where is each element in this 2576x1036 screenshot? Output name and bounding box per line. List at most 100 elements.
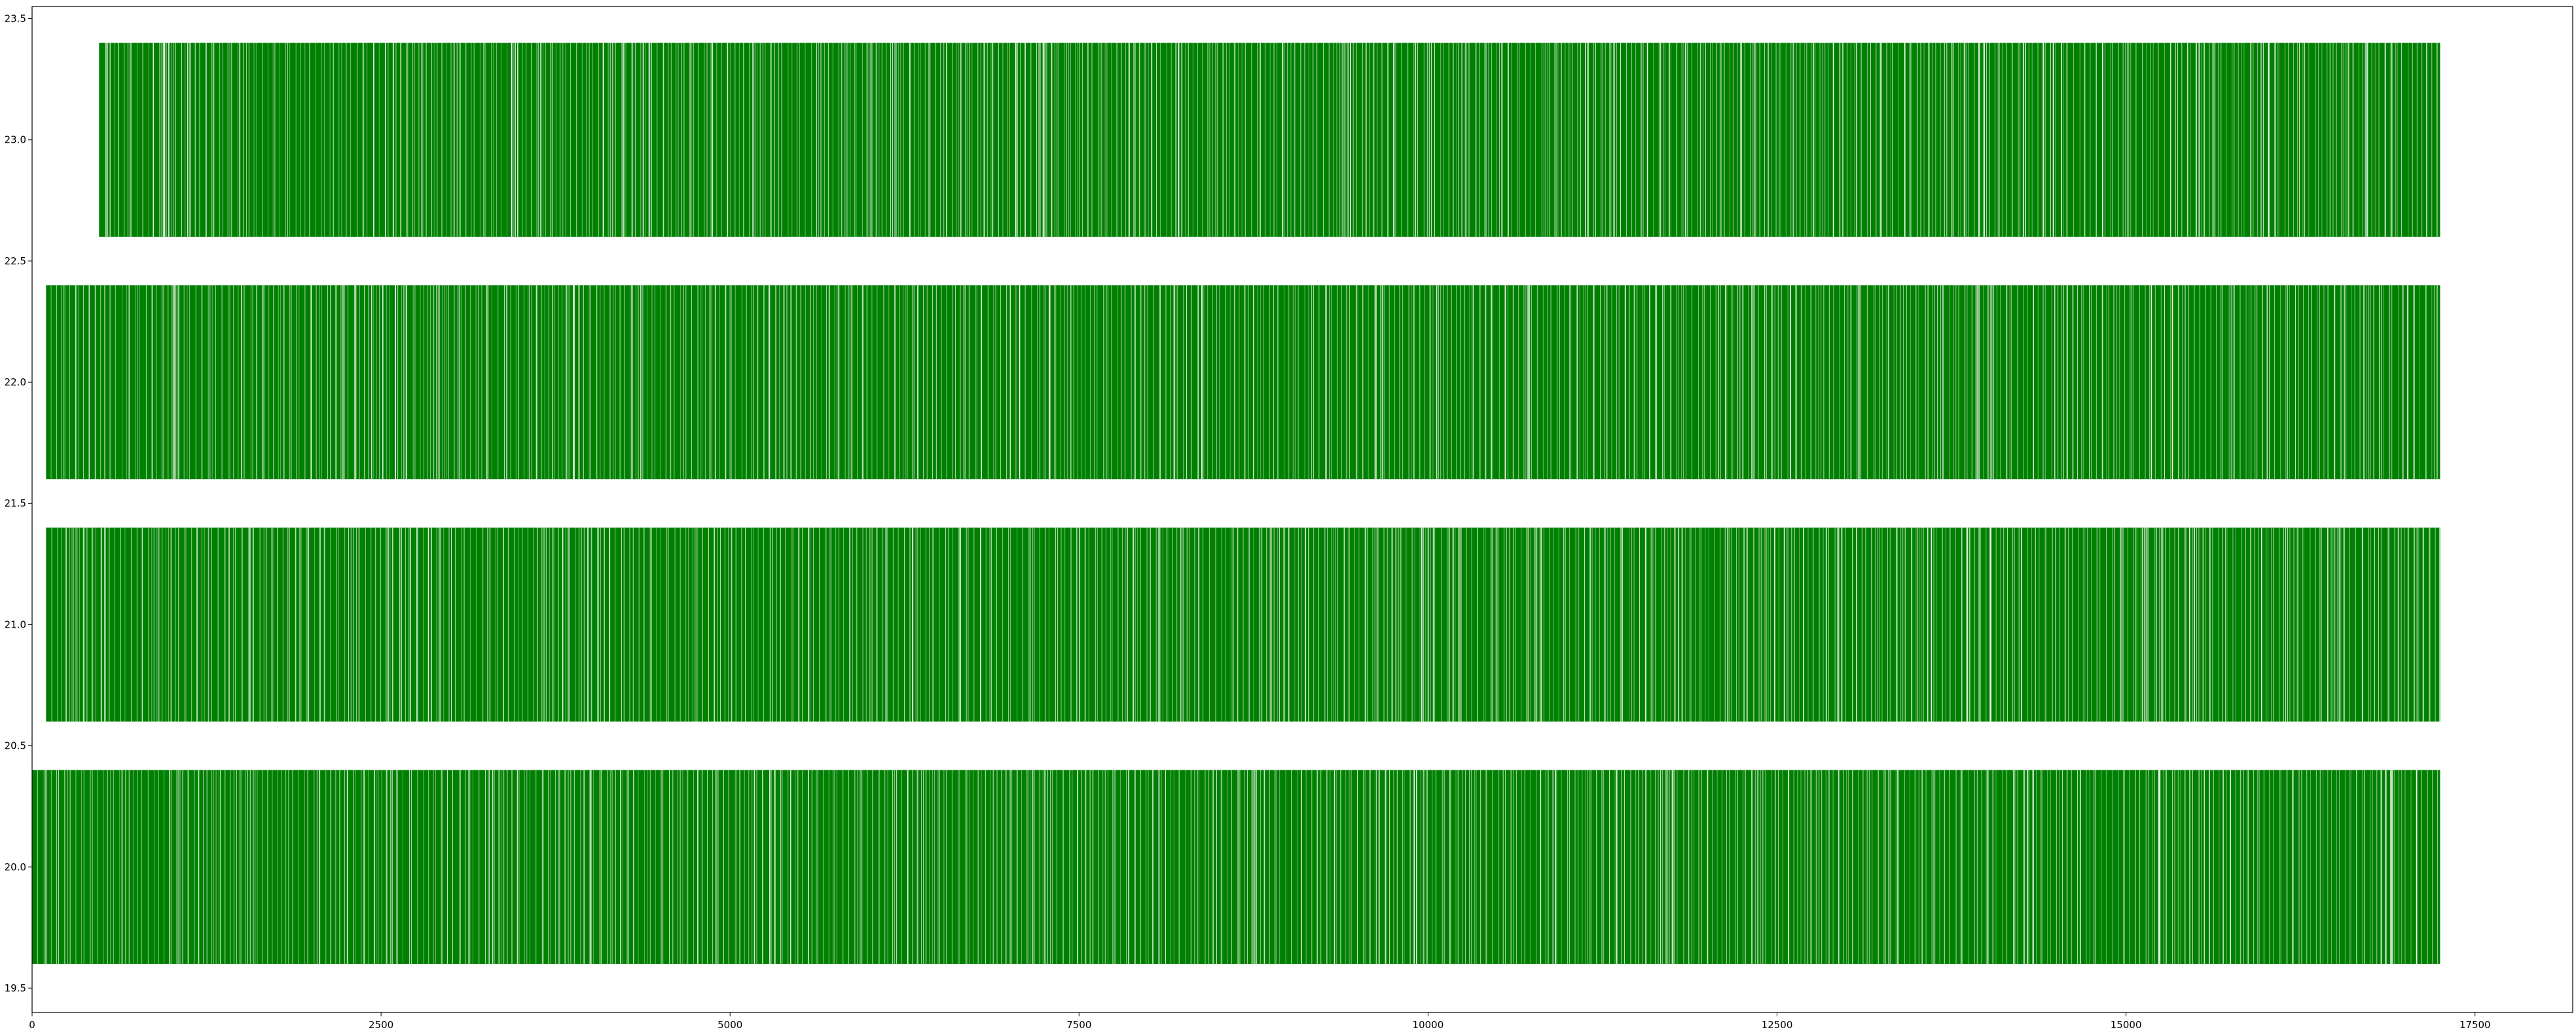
event-gap	[348, 527, 349, 722]
event-gap	[460, 43, 461, 237]
event-gap	[1639, 527, 1640, 722]
event-gap	[1495, 527, 1497, 722]
event-gap	[952, 285, 953, 480]
event-gap	[1161, 770, 1162, 964]
event-gap	[2162, 527, 2164, 722]
event-gap	[1517, 43, 1518, 237]
event-gap	[1273, 285, 1274, 480]
event-gap	[252, 527, 254, 722]
event-gap	[187, 770, 189, 964]
event-gap	[1341, 43, 1343, 237]
event-gap	[2391, 285, 2393, 480]
event-gap	[693, 770, 694, 964]
event-gap	[1369, 43, 1370, 237]
event-gap	[2274, 285, 2276, 480]
event-gap	[2064, 527, 2066, 722]
event-gap	[1491, 43, 1493, 237]
event-gap	[611, 770, 613, 964]
event-gap	[486, 285, 488, 480]
event-gap	[943, 43, 945, 237]
event-gap	[2416, 527, 2417, 722]
event-gap	[291, 285, 292, 480]
event-gap	[1870, 527, 1872, 722]
event-gap	[890, 43, 891, 237]
event-gap	[2050, 43, 2051, 237]
event-gap	[1121, 285, 1122, 480]
event-gap	[109, 43, 110, 237]
event-gap	[1614, 770, 1616, 964]
event-gap	[825, 527, 827, 722]
event-gap	[1413, 285, 1415, 480]
event-gap	[960, 43, 962, 237]
event-gap	[1077, 43, 1078, 237]
event-gap	[604, 527, 605, 722]
event-gap	[1252, 285, 1254, 480]
event-gap	[1031, 285, 1032, 480]
event-gap	[1754, 770, 1756, 964]
event-gap	[1349, 527, 1350, 722]
event-gap	[1066, 43, 1067, 237]
event-gap	[1610, 43, 1612, 237]
event-gap	[2384, 43, 2386, 237]
event-gap	[431, 527, 432, 722]
event-gap	[731, 285, 732, 480]
event-gap	[848, 770, 849, 964]
event-gap	[1095, 527, 1096, 722]
event-gap	[1002, 43, 1004, 237]
event-gap	[1742, 285, 1744, 480]
event-gap	[1050, 770, 1051, 964]
event-gap	[813, 527, 814, 722]
event-gap	[570, 43, 571, 237]
event-gap	[1021, 770, 1022, 964]
event-gap	[1260, 43, 1261, 237]
event-gap	[2267, 285, 2268, 480]
event-gap	[1968, 43, 1969, 237]
event-gap	[608, 43, 609, 237]
event-gap	[1564, 285, 1565, 480]
event-gap	[2101, 285, 2103, 480]
event-gap	[1324, 285, 1326, 480]
event-gap	[808, 527, 810, 722]
event-gap	[2355, 770, 2357, 964]
y-tick-label: 21.5	[5, 497, 26, 509]
event-gap	[1856, 527, 1858, 722]
event-gap	[1156, 43, 1157, 237]
event-gap	[1678, 527, 1680, 722]
event-gap	[846, 43, 848, 237]
event-gap	[1574, 770, 1576, 964]
event-gap	[2352, 43, 2354, 237]
event-gap	[721, 43, 722, 237]
event-gap	[1375, 285, 1377, 480]
event-gap	[735, 770, 736, 964]
event-gap	[2370, 285, 2371, 480]
event-gap	[2196, 43, 2197, 237]
event-gap	[1252, 770, 1254, 964]
event-gap	[1068, 43, 1069, 237]
event-gap	[1324, 527, 1326, 722]
event-gap	[485, 770, 486, 964]
event-gap	[632, 43, 634, 237]
event-gap	[304, 285, 306, 480]
event-gap	[1025, 43, 1026, 237]
event-gap	[802, 527, 803, 722]
event-gap	[2063, 285, 2065, 480]
event-gap	[870, 43, 871, 237]
event-gap	[1626, 43, 1627, 237]
event-gap	[181, 43, 182, 237]
event-gap	[395, 285, 396, 480]
event-gap	[2370, 527, 2371, 722]
event-gap	[1974, 527, 1975, 722]
event-gap	[1055, 527, 1056, 722]
event-gap	[1909, 43, 1910, 237]
event-gap	[1016, 43, 1017, 237]
event-gap	[1116, 43, 1117, 237]
event-gap	[1803, 527, 1805, 722]
event-gap	[1077, 285, 1078, 480]
event-gap	[2050, 770, 2051, 964]
event-gap	[2044, 527, 2046, 722]
event-gap	[1257, 43, 1258, 237]
event-gap	[1927, 527, 1929, 722]
event-gap	[2198, 43, 2200, 237]
event-gap	[762, 770, 763, 964]
event-gap	[1333, 43, 1334, 237]
